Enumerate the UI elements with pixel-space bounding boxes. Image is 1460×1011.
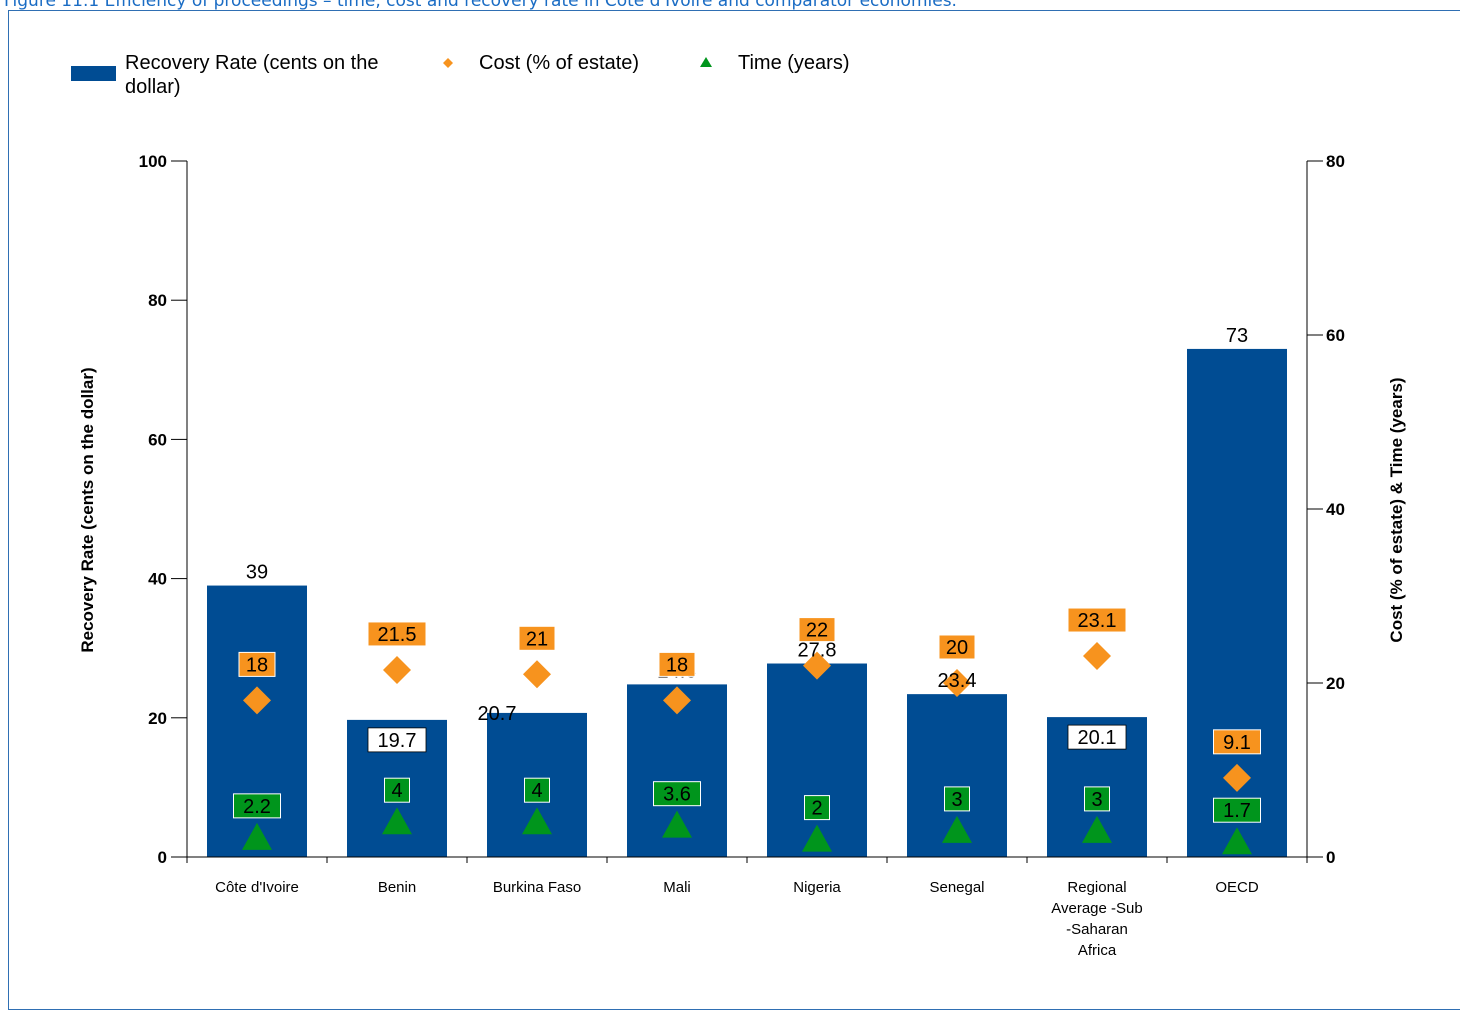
left-tick-label: 60 — [148, 430, 167, 449]
time-triangle-marker — [942, 815, 972, 843]
chart-frame: Recovery Rate (cents on the dollar) Cost (… — [8, 10, 1460, 1010]
cost-value-label: 22 — [806, 620, 828, 642]
cost-diamond-marker — [383, 655, 411, 684]
time-value-label: 1.7 — [1223, 800, 1251, 822]
legend-label-time: Time (years) — [738, 52, 849, 74]
cost-value-label: 18 — [246, 654, 268, 676]
cost-value-label: 9.1 — [1223, 732, 1251, 754]
time-value-label: 2 — [811, 798, 822, 820]
x-tick-label: Africa — [1078, 942, 1117, 959]
time-triangle-marker — [382, 807, 412, 835]
cost-value-label: 21.5 — [378, 624, 417, 646]
left-tick-label: 100 — [139, 152, 167, 171]
cost-value-label-box — [1213, 729, 1261, 755]
time-triangle-marker — [242, 822, 272, 850]
cost-value-label-box — [238, 651, 276, 677]
figure-caption: Figure 11.1 Efficiency of proceedings – … — [4, 0, 957, 11]
left-tick-label: 80 — [148, 291, 167, 310]
right-axis-title: Cost (% of estate) & Time (years) — [1387, 377, 1406, 642]
axes: 0 20 40 60 80 100 0 20 40 60 80 Côte d'Ivoire Benin B… — [78, 152, 1406, 959]
legend-diamond-swatch — [443, 58, 453, 68]
bar-value-label: 20.7 — [478, 703, 517, 725]
legend-label-recovery-rate: Recovery Rate (cents on the — [125, 52, 378, 74]
x-tick-label: OECD — [1215, 879, 1259, 896]
bar-value-label: 20.1 — [1078, 727, 1117, 749]
time-value-label: 3.6 — [663, 784, 691, 806]
x-tick-label: -Saharan — [1066, 921, 1128, 938]
time-triangle-marker — [802, 824, 832, 852]
bar-value-label-box — [367, 727, 427, 753]
marker-series — [242, 642, 1252, 855]
cost-value-label-box — [518, 625, 556, 651]
cost-value-label: 21 — [526, 628, 548, 650]
legend-label-recovery-rate-cont: dollar) — [125, 76, 181, 98]
x-tick-label: Regional — [1067, 879, 1126, 896]
time-value-label-box — [384, 777, 410, 803]
time-value-label-box — [1213, 797, 1261, 823]
x-tick-label: Burkina Faso — [493, 879, 581, 896]
x-tick-label: Côte d'Ivoire — [215, 879, 299, 896]
cost-value-label: 18 — [666, 654, 688, 676]
left-tick-label: 0 — [158, 848, 167, 867]
cost-diamond-marker — [1083, 642, 1111, 671]
time-triangle-marker — [662, 810, 692, 838]
cost-diamond-marker — [663, 686, 691, 715]
cost-value-label-box — [938, 634, 976, 660]
cost-value-label: 23.1 — [1078, 610, 1117, 632]
time-value-label-box — [233, 793, 281, 819]
time-value-label-box — [653, 781, 701, 807]
left-tick-label: 40 — [148, 570, 167, 589]
x-tick-label: Benin — [378, 879, 416, 896]
legend-label-cost: Cost (% of estate) — [479, 52, 639, 74]
right-tick-label: 60 — [1326, 326, 1345, 345]
time-value-label-box — [944, 786, 970, 812]
time-triangle-marker — [1082, 815, 1112, 843]
cost-value-label-box — [658, 651, 696, 677]
x-tick-label: Senegal — [929, 879, 984, 896]
cost-value-label-box — [1067, 607, 1127, 633]
right-tick-label: 80 — [1326, 152, 1345, 171]
legend-bar-swatch — [71, 66, 116, 81]
bar-value-label: 73 — [1226, 325, 1248, 347]
data-labels: 3919.720.724.827.823.420.1731821.5211822… — [233, 325, 1261, 823]
left-tick-label: 20 — [148, 709, 167, 728]
cost-diamond-marker — [243, 686, 271, 715]
time-value-label: 4 — [531, 780, 542, 802]
cost-diamond-marker — [943, 669, 971, 697]
bar-value-label-box — [1067, 724, 1127, 750]
cost-value-label-box — [367, 621, 427, 647]
left-axis-title: Recovery Rate (cents on the dollar) — [78, 367, 97, 652]
legend-triangle-swatch — [700, 57, 712, 67]
right-tick-label: 20 — [1326, 674, 1345, 693]
time-value-label-box — [524, 777, 550, 803]
bar-series — [207, 348, 1287, 857]
cost-diamond-marker — [523, 660, 551, 689]
time-value-label: 4 — [391, 780, 402, 802]
cost-diamond-marker — [1223, 763, 1251, 792]
bar-value-label: 27.8 — [798, 640, 837, 662]
bar-value-label: 23.4 — [938, 670, 977, 692]
time-value-label: 3 — [951, 789, 962, 811]
bar-value-label: 39 — [246, 562, 268, 584]
right-tick-label: 40 — [1326, 500, 1345, 519]
cost-value-label-box — [798, 617, 836, 643]
x-tick-label: Nigeria — [793, 879, 841, 896]
cost-diamond-marker — [803, 651, 831, 680]
bar-value-label: 19.7 — [378, 730, 417, 752]
time-triangle-marker — [1222, 827, 1252, 855]
x-tick-label: Mali — [663, 879, 691, 896]
time-triangle-marker — [522, 807, 552, 835]
cost-value-label: 20 — [946, 637, 968, 659]
right-tick-label: 0 — [1326, 848, 1335, 867]
time-value-label-box — [1084, 786, 1110, 812]
time-value-label-box — [804, 795, 830, 821]
time-value-label: 2.2 — [243, 796, 271, 818]
time-value-label: 3 — [1091, 789, 1102, 811]
x-tick-label: Average -Sub — [1051, 900, 1142, 917]
